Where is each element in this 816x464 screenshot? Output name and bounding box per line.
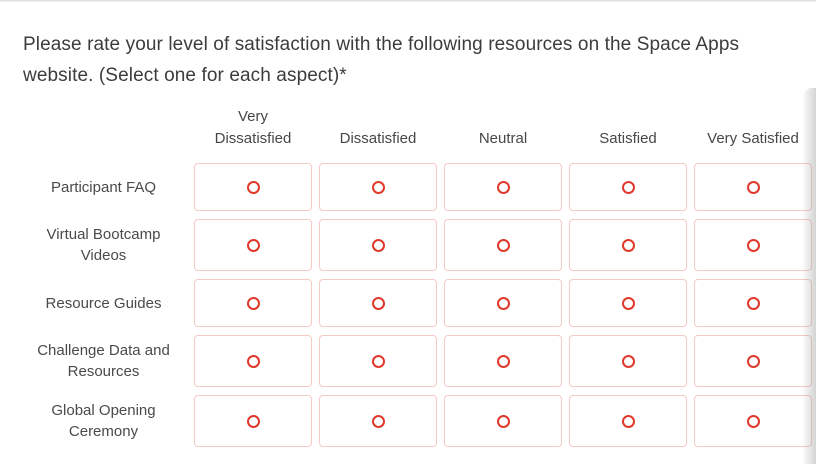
radio-bootcamp-n[interactable] xyxy=(444,219,562,271)
matrix-row-resource-guides: Resource Guides xyxy=(0,279,812,327)
radio-button-icon[interactable] xyxy=(496,180,510,194)
top-divider xyxy=(0,0,816,2)
radio-button-icon[interactable] xyxy=(496,354,510,368)
radio-ceremony-s[interactable] xyxy=(569,395,687,447)
matrix-corner-cell xyxy=(0,98,187,152)
matrix-row-challenge-data: Challenge Data and Resources xyxy=(0,335,812,387)
column-header-very-dissatisfied: Very Dissatisfied xyxy=(194,98,312,152)
radio-button-icon[interactable] xyxy=(246,180,260,194)
row-label: Challenge Data and Resources xyxy=(0,335,187,387)
radio-button-icon[interactable] xyxy=(246,414,260,428)
row-label: Participant FAQ xyxy=(0,163,187,211)
radio-button-icon[interactable] xyxy=(746,354,760,368)
radio-button-icon[interactable] xyxy=(621,354,635,368)
matrix-row-opening-ceremony: Global Opening Ceremony xyxy=(0,395,812,447)
radio-guides-d[interactable] xyxy=(319,279,437,327)
row-label-text: Challenge Data and Resources xyxy=(37,342,170,380)
radio-guides-vd[interactable] xyxy=(194,279,312,327)
column-header-label: Very Dissatisfied xyxy=(214,108,292,147)
radio-ceremony-vs[interactable] xyxy=(694,395,812,447)
radio-bootcamp-s[interactable] xyxy=(569,219,687,271)
radio-button-icon[interactable] xyxy=(621,180,635,194)
radio-button-icon[interactable] xyxy=(496,414,510,428)
radio-ceremony-n[interactable] xyxy=(444,395,562,447)
column-header-satisfied: Satisfied xyxy=(569,98,687,152)
radio-button-icon[interactable] xyxy=(371,238,385,252)
radio-bootcamp-d[interactable] xyxy=(319,219,437,271)
radio-faq-n[interactable] xyxy=(444,163,562,211)
question-title: Please rate your level of satisfaction w… xyxy=(23,34,740,86)
radio-button-icon[interactable] xyxy=(496,238,510,252)
radio-challenge-s[interactable] xyxy=(569,335,687,387)
radio-button-icon[interactable] xyxy=(746,296,760,310)
radio-challenge-vs[interactable] xyxy=(694,335,812,387)
radio-button-icon[interactable] xyxy=(746,180,760,194)
radio-ceremony-vd[interactable] xyxy=(194,395,312,447)
radio-button-icon[interactable] xyxy=(746,238,760,252)
column-header-label: Neutral xyxy=(478,130,528,147)
scroll-right-shadow xyxy=(803,88,816,464)
radio-challenge-vd[interactable] xyxy=(194,335,312,387)
matrix-header-row: Very Dissatisfied Dissatisfied Neutral S… xyxy=(0,98,812,152)
radio-button-icon[interactable] xyxy=(371,354,385,368)
radio-faq-vs[interactable] xyxy=(694,163,812,211)
radio-button-icon[interactable] xyxy=(246,238,260,252)
column-header-dissatisfied: Dissatisfied xyxy=(319,98,437,152)
column-header-label: Satisfied xyxy=(599,130,657,147)
radio-faq-vd[interactable] xyxy=(194,163,312,211)
radio-button-icon[interactable] xyxy=(371,180,385,194)
radio-challenge-d[interactable] xyxy=(319,335,437,387)
row-label-text: Virtual Bootcamp Videos xyxy=(46,226,161,264)
radio-button-icon[interactable] xyxy=(371,414,385,428)
radio-button-icon[interactable] xyxy=(621,414,635,428)
radio-button-icon[interactable] xyxy=(246,296,260,310)
satisfaction-matrix: Very Dissatisfied Dissatisfied Neutral S… xyxy=(0,98,812,455)
column-header-label: Dissatisfied xyxy=(339,130,417,147)
row-label-text: Participant FAQ xyxy=(50,178,157,196)
radio-button-icon[interactable] xyxy=(621,296,635,310)
radio-faq-s[interactable] xyxy=(569,163,687,211)
radio-button-icon[interactable] xyxy=(371,296,385,310)
radio-faq-d[interactable] xyxy=(319,163,437,211)
row-label-text: Resource Guides xyxy=(45,294,162,312)
row-label: Virtual Bootcamp Videos xyxy=(0,219,187,271)
row-label: Resource Guides xyxy=(0,279,187,327)
radio-button-icon[interactable] xyxy=(246,354,260,368)
radio-button-icon[interactable] xyxy=(746,414,760,428)
radio-button-icon[interactable] xyxy=(496,296,510,310)
radio-button-icon[interactable] xyxy=(621,238,635,252)
radio-bootcamp-vs[interactable] xyxy=(694,219,812,271)
matrix-row-participant-faq: Participant FAQ xyxy=(0,163,812,211)
radio-guides-s[interactable] xyxy=(569,279,687,327)
column-header-label: Very Satisfied xyxy=(707,130,799,147)
radio-guides-n[interactable] xyxy=(444,279,562,327)
row-label-text: Global Opening Ceremony xyxy=(51,402,156,440)
row-label: Global Opening Ceremony xyxy=(0,395,187,447)
radio-challenge-n[interactable] xyxy=(444,335,562,387)
column-header-neutral: Neutral xyxy=(444,98,562,152)
radio-ceremony-d[interactable] xyxy=(319,395,437,447)
column-header-very-satisfied: Very Satisfied xyxy=(694,98,812,152)
matrix-row-bootcamp-videos: Virtual Bootcamp Videos xyxy=(0,219,812,271)
radio-bootcamp-vd[interactable] xyxy=(194,219,312,271)
radio-guides-vs[interactable] xyxy=(694,279,812,327)
